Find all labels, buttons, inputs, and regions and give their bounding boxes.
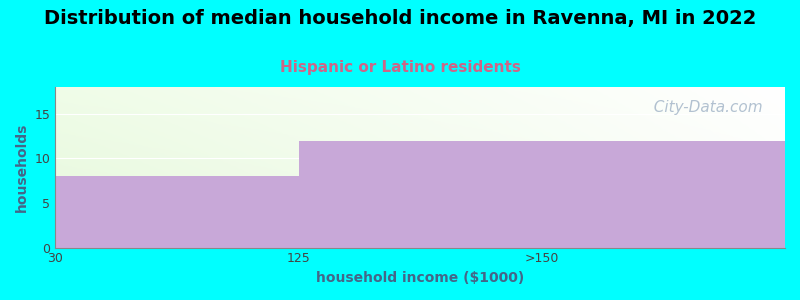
Bar bbox=[298, 140, 785, 248]
Bar bbox=[55, 176, 298, 248]
X-axis label: household income ($1000): household income ($1000) bbox=[316, 271, 524, 285]
Text: Distribution of median household income in Ravenna, MI in 2022: Distribution of median household income … bbox=[44, 9, 756, 28]
Text: City-Data.com: City-Data.com bbox=[645, 100, 763, 115]
Y-axis label: households: households bbox=[15, 123, 29, 212]
Text: Hispanic or Latino residents: Hispanic or Latino residents bbox=[279, 60, 521, 75]
